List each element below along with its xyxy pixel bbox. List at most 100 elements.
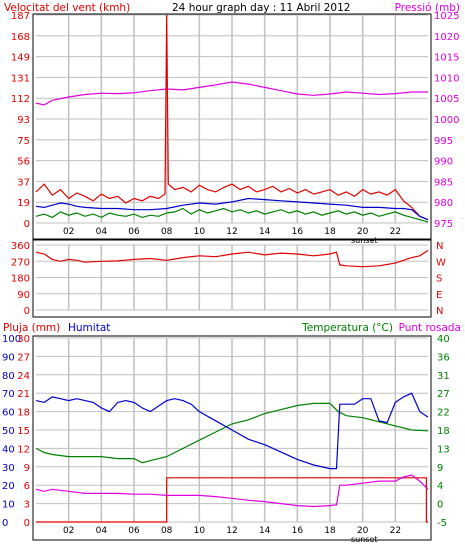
y-tick-label: 270: [11, 257, 30, 268]
pressure-axis-label: Pressió (mb): [395, 2, 460, 14]
y-tick-label: 80: [2, 371, 15, 382]
x-tick-label: 06: [128, 526, 140, 536]
y-tick-label: 30: [17, 334, 30, 345]
panel-frame-0: [32, 13, 432, 240]
x-tick-label: 18: [324, 227, 336, 237]
y-tick-label: 112: [11, 94, 30, 105]
temperature-axis-label: Temperatura (°C): [301, 322, 393, 334]
x-tick-label: 12: [226, 227, 237, 237]
y-tick-label: 90: [17, 290, 30, 301]
wind-speed-series-line: [35, 207, 429, 223]
y-tick-label: 31: [437, 371, 450, 382]
wind-direction-series-line: [35, 249, 429, 268]
y-tick-label: 0: [24, 518, 30, 529]
x-tick-label: 14: [259, 227, 271, 237]
y-tick-label: 1025: [434, 11, 459, 22]
y-tick-label: 0: [437, 500, 443, 511]
x-tick-label: 20: [357, 526, 369, 536]
x-tick-label: 02: [63, 227, 74, 237]
y-tick-label: 19: [17, 198, 30, 209]
x-tick-label: 18: [324, 526, 336, 536]
y-tick-label: 30: [2, 463, 15, 474]
y-tick-label: 10: [2, 500, 15, 511]
y-tick-label: 1000: [434, 115, 459, 126]
x-tick-label: 10: [194, 526, 206, 536]
y-tick-label: 1010: [434, 73, 459, 84]
wind-gust-series-line: [35, 14, 429, 221]
y-tick-label: 990: [434, 157, 453, 168]
temperature-series-line: [35, 402, 429, 464]
y-tick-label: 4: [437, 481, 443, 492]
y-tick-label: 9: [437, 463, 443, 474]
y-tick-label: 187: [11, 11, 30, 22]
y-tick-label: 1015: [434, 53, 459, 64]
y-tick-label: 22: [437, 408, 450, 419]
dewpoint-axis-label: Punt rosada: [399, 322, 461, 334]
y-tick-label: 985: [434, 177, 453, 188]
y-tick-label: 980: [434, 198, 453, 209]
y-tick-label: 180: [11, 274, 30, 285]
y-tick-label: 168: [11, 32, 30, 43]
chart-panels: 1871681491311129375563719010251020101510…: [2, 11, 459, 544]
y-tick-label: 12: [17, 444, 30, 455]
x-tick-label: 20: [357, 227, 369, 237]
x-tick-label: 06: [128, 227, 140, 237]
y-tick-label: 60: [2, 408, 15, 419]
y-tick-label: 9: [24, 463, 30, 474]
wind-speed-axis-label: Velocitat del vent (kmh): [4, 2, 130, 14]
x-tick-label: 10: [194, 227, 206, 237]
y-tick-label: 3: [24, 500, 30, 511]
x-tick-label: 16: [292, 227, 304, 237]
x-tick-label: 12: [226, 526, 237, 536]
y-tick-label: 20: [2, 481, 15, 492]
y-tick-label: N: [436, 241, 443, 252]
y-tick-label: 13: [437, 444, 450, 455]
y-tick-label: 18: [17, 408, 30, 419]
x-tick-label: 14: [259, 526, 271, 536]
y-tick-label: 90: [2, 352, 15, 363]
y-tick-label: 36: [437, 352, 450, 363]
y-tick-label: 15: [17, 426, 30, 437]
y-tick-label: 37: [17, 177, 30, 188]
y-tick-label: 93: [17, 115, 30, 126]
panel-frame-2: [32, 335, 432, 541]
humidity-series-line: [35, 392, 429, 470]
y-tick-label: 21: [17, 389, 30, 400]
wind-average-series-line: [35, 197, 429, 221]
y-tick-label: 50: [2, 426, 15, 437]
x-tick-label: 22: [390, 227, 401, 237]
y-tick-label: 0: [24, 219, 30, 230]
y-tick-label: N: [436, 306, 443, 317]
y-tick-label: 131: [11, 73, 30, 84]
y-tick-label: 100: [2, 334, 21, 345]
y-tick-label: 75: [17, 136, 30, 147]
x-tick-label: 02: [63, 526, 74, 536]
y-tick-label: 1005: [434, 94, 459, 105]
y-tick-label: 975: [434, 219, 453, 230]
rain-axis-label: Pluja (mm): [3, 322, 60, 334]
sunset-label: sunset: [351, 535, 378, 544]
y-tick-label: 0: [24, 306, 30, 317]
x-tick-label: 22: [390, 526, 401, 536]
y-tick-label: 24: [17, 371, 30, 382]
chart-title: 24 hour graph day : 11 Abril 2012: [172, 2, 350, 14]
x-tick-label: 08: [161, 526, 173, 536]
x-tick-label: 08: [161, 227, 173, 237]
panel-frame-1: [32, 239, 432, 318]
y-tick-label: 360: [11, 241, 30, 252]
y-tick-label: 6: [24, 481, 30, 492]
x-tick-label: 04: [96, 526, 108, 536]
y-tick-label: W: [436, 257, 446, 268]
y-tick-label: 27: [437, 389, 450, 400]
dewpoint-series-line: [35, 474, 429, 508]
y-tick-label: 27: [17, 352, 30, 363]
y-tick-label: E: [436, 290, 442, 301]
y-tick-label: 0: [2, 518, 8, 529]
rain-series-line: [36, 477, 428, 523]
y-tick-label: -5: [437, 518, 447, 529]
y-tick-label: 70: [2, 389, 15, 400]
humidity-axis-label: Humitat: [68, 322, 110, 334]
pressure-series-line: [35, 81, 428, 106]
